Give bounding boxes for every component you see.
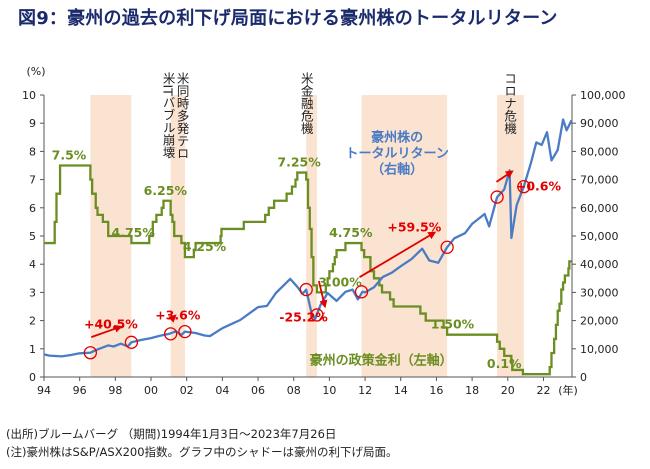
- right-tick-label: 80,000: [580, 145, 619, 158]
- x-tick-label: 98: [108, 384, 122, 397]
- return-start-marker: [163, 327, 178, 341]
- return-end-marker: [440, 240, 454, 254]
- x-tick-label: 04: [215, 384, 229, 397]
- left-axis-unit: (%): [26, 65, 45, 78]
- x-tick-label: 14: [394, 384, 408, 397]
- x-tick-label: 06: [251, 384, 265, 397]
- rate-label: 6.25%: [144, 183, 188, 198]
- x-tick-label: 22: [536, 384, 550, 397]
- right-tick-label: 90,000: [580, 117, 619, 130]
- x-tick-label: 94: [37, 384, 51, 397]
- event-label-0: 米ITバブル崩壊: [161, 72, 176, 159]
- rate-label: 4.25%: [183, 239, 227, 254]
- x-tick-label: 02: [180, 384, 194, 397]
- return-start-marker: [83, 346, 98, 360]
- return-arrow: [359, 231, 437, 278]
- x-tick-label: 10: [322, 384, 336, 397]
- left-tick-label: 4: [29, 258, 36, 271]
- left-tick-label: 3: [29, 286, 36, 299]
- footnote-source: (出所)ブルームバーグ （期間)1994年1月3日～2023年7月26日: [6, 427, 337, 441]
- x-axis-unit: (年): [558, 383, 578, 397]
- left-tick-label: 7: [29, 174, 36, 187]
- x-tick-label: 08: [287, 384, 301, 397]
- event-label-0: 米同時多発テロ: [175, 72, 190, 160]
- rate-series-label: 豪州の政策金利（左軸）: [310, 352, 453, 368]
- page-title: 図9：豪州の過去の利下げ局面における豪州株のトータルリターン: [18, 8, 558, 29]
- right-tick-label: 30,000: [580, 286, 619, 299]
- right-tick-label: 50,000: [580, 230, 619, 243]
- return-label: +40.5%: [84, 316, 138, 331]
- stock-series-label: （右軸）: [371, 162, 423, 178]
- rate-label: 4.75%: [329, 225, 373, 240]
- return-label: +59.5%: [387, 219, 441, 234]
- left-tick-label: 2: [29, 315, 36, 328]
- left-tick-label: 1: [29, 343, 36, 356]
- right-tick-label: 20,000: [580, 315, 619, 328]
- x-tick-label: 12: [358, 384, 372, 397]
- return-label: -25.2%: [279, 310, 328, 325]
- stock-series-label: 豪州株の: [371, 130, 423, 146]
- return-end-marker: [310, 308, 324, 322]
- return-end-marker: [517, 179, 531, 194]
- return-arrow: [168, 314, 177, 323]
- right-tick-label: 40,000: [580, 258, 619, 271]
- stock-series-label: トータルリターン: [346, 147, 449, 162]
- rate-label: 1.50%: [431, 317, 475, 332]
- return-end-marker: [178, 324, 192, 339]
- x-tick-label: 16: [429, 384, 443, 397]
- rate-label: 4.75%: [112, 225, 156, 240]
- return-arrow: [90, 324, 123, 338]
- left-tick-label: 0: [29, 371, 36, 384]
- left-tick-label: 10: [22, 89, 36, 102]
- return-label: +3.6%: [155, 308, 201, 323]
- policy-rate-line: [44, 164, 572, 376]
- return-end-marker: [124, 335, 139, 349]
- rate-label: 0.1%: [487, 356, 522, 371]
- return-start-marker: [299, 282, 313, 297]
- return-label: +0.6%: [516, 179, 562, 194]
- return-start-marker: [354, 285, 369, 299]
- right-tick-label: 70,000: [580, 174, 619, 187]
- right-tick-label: 0: [580, 371, 587, 384]
- left-tick-label: 5: [29, 230, 36, 243]
- left-tick-label: 9: [29, 117, 36, 130]
- return-start-marker: [490, 190, 504, 204]
- right-tick-label: 10,000: [580, 343, 619, 356]
- event-label-1: 米金融危機: [299, 72, 314, 135]
- left-tick-label: 8: [29, 145, 36, 158]
- x-tick-label: 96: [73, 384, 87, 397]
- x-tick-label: 18: [465, 384, 479, 397]
- return-arrow: [317, 280, 328, 309]
- left-tick-label: 6: [29, 202, 36, 215]
- right-tick-label: 60,000: [580, 202, 619, 215]
- event-label-2: コロナ危機: [502, 72, 517, 135]
- rate-label: 7.25%: [277, 155, 321, 170]
- rate-label: 3.00%: [318, 274, 362, 289]
- footnote-note: (注)豪州株はS&P/ASX200指数。グラフ中のシャドーは豪州の利下げ局面。: [6, 445, 398, 459]
- x-tick-label: 00: [144, 384, 158, 397]
- x-tick-label: 20: [501, 384, 515, 397]
- right-tick-label: 100,000: [580, 89, 626, 102]
- rate-label: 7.5%: [52, 148, 87, 163]
- return-arrow: [495, 170, 514, 183]
